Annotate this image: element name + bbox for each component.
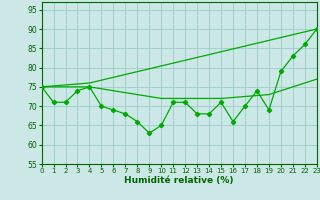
X-axis label: Humidité relative (%): Humidité relative (%) xyxy=(124,176,234,185)
